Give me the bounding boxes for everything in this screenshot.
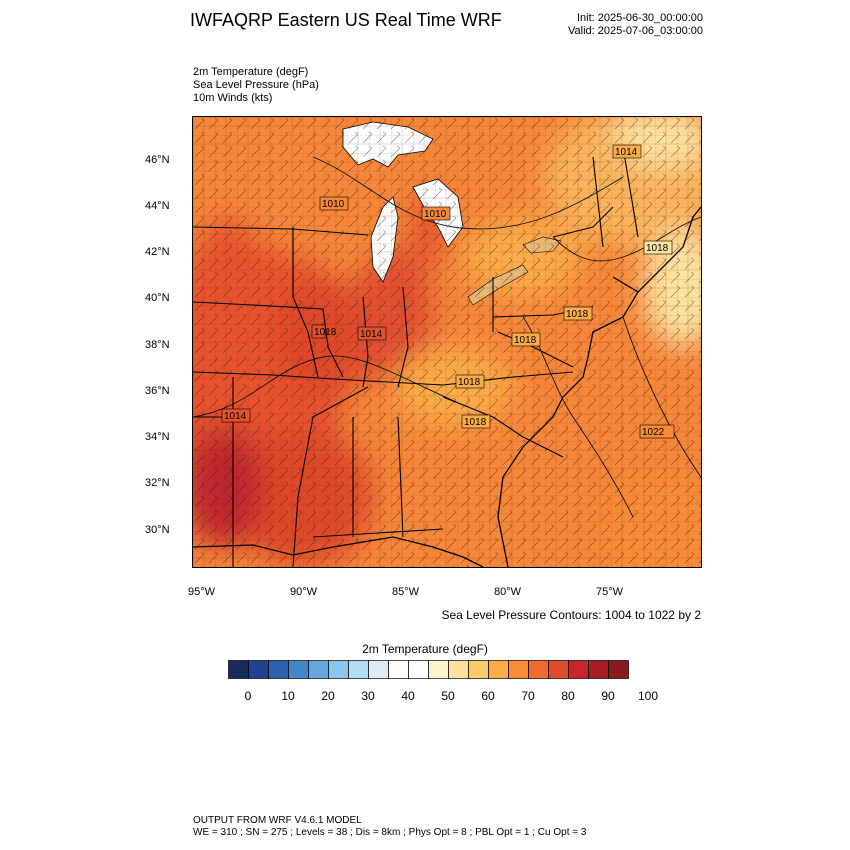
colorbar-swatch xyxy=(228,660,249,679)
atlantic-coastline xyxy=(497,276,639,567)
pressure-label: 1014 xyxy=(615,147,638,158)
colorbar-label: 0 xyxy=(245,689,252,703)
new-england-coastline xyxy=(637,206,701,293)
colorbar-swatch xyxy=(428,660,449,679)
temperature-map: 1014 1010 1010 1018 1018 1018 1014 1018 … xyxy=(193,117,701,567)
lon-label: 85°W xyxy=(392,586,420,598)
init-valid-times: Init: 2025-06-30_00:00:00 Valid: 2025-07… xyxy=(520,12,703,38)
colorbar-swatch xyxy=(348,660,369,679)
colorbar-label: 100 xyxy=(638,689,658,703)
colorbar-label: 70 xyxy=(521,689,535,703)
footer-line-1: OUTPUT FROM WRF V4.6.1 MODEL xyxy=(193,815,362,826)
colorbar-swatch xyxy=(528,660,549,679)
colorbar-labels: 0 10 20 30 40 50 60 70 80 90 100 xyxy=(245,689,659,703)
lat-label: 44°N xyxy=(145,200,170,212)
lat-label: 40°N xyxy=(145,292,170,304)
lon-label: 95°W xyxy=(188,586,216,598)
valid-time: Valid: 2025-07-06_03:00:00 xyxy=(568,25,703,37)
colorbar-swatch xyxy=(308,660,329,679)
colorbar-swatch xyxy=(368,660,389,679)
state-boundaries xyxy=(193,146,639,567)
colorbar-title: 2m Temperature (degF) xyxy=(362,642,488,656)
colorbar-label: 50 xyxy=(441,689,455,703)
field-temperature: 2m Temperature (degF) xyxy=(193,66,309,78)
colorbar-label: 60 xyxy=(481,689,495,703)
colorbar-swatch xyxy=(408,660,429,679)
lat-label: 42°N xyxy=(145,246,170,258)
pressure-label: 1022 xyxy=(642,427,665,438)
pressure-label: 1014 xyxy=(224,411,247,422)
colorbar-swatch xyxy=(588,660,609,679)
pressure-contours xyxy=(193,156,701,518)
lat-label: 30°N xyxy=(145,524,170,536)
pressure-label: 1018 xyxy=(458,377,481,388)
temperature-colorbar: 0 10 20 30 40 50 60 70 80 90 100 xyxy=(228,660,659,703)
model-footer: OUTPUT FROM WRF V4.6.1 MODEL WE = 310 ; … xyxy=(193,815,586,839)
colorbar-label: 20 xyxy=(321,689,335,703)
colorbar-swatch xyxy=(328,660,349,679)
footer-line-2: WE = 310 ; SN = 275 ; Levels = 38 ; Dis … xyxy=(193,827,587,838)
pressure-label: 1018 xyxy=(514,335,537,346)
colorbar-swatches xyxy=(228,660,629,679)
colorbar-swatch xyxy=(548,660,569,679)
lon-label: 90°W xyxy=(290,586,318,598)
init-time: Init: 2025-06-30_00:00:00 xyxy=(577,12,703,24)
lat-label: 32°N xyxy=(145,477,170,489)
field-pressure: Sea Level Pressure (hPa) xyxy=(193,79,319,91)
colorbar-swatch xyxy=(288,660,309,679)
field-list: 2m Temperature (degF) Sea Level Pressure… xyxy=(193,66,319,105)
pressure-label: 1018 xyxy=(314,327,337,338)
colorbar-swatch xyxy=(388,660,409,679)
map-panel: 1014 1010 1010 1018 1018 1018 1014 1018 … xyxy=(192,116,702,568)
contour-note: Sea Level Pressure Contours: 1004 to 102… xyxy=(441,608,702,622)
wind-barbs xyxy=(193,117,701,567)
colorbar-label: 90 xyxy=(601,689,615,703)
gulf-coastline xyxy=(193,536,484,567)
colorbar-swatch xyxy=(488,660,509,679)
lat-label: 36°N xyxy=(145,385,170,397)
pressure-label: 1014 xyxy=(360,329,383,340)
lat-label: 46°N xyxy=(145,154,170,166)
pressure-label: 1018 xyxy=(646,243,669,254)
lat-label: 34°N xyxy=(145,431,170,443)
field-winds: 10m Winds (kts) xyxy=(193,92,273,104)
colorbar-swatch xyxy=(468,660,489,679)
plot-title: IWFAQRP Eastern US Real Time WRF xyxy=(190,10,502,30)
colorbar-swatch xyxy=(268,660,289,679)
colorbar-swatch xyxy=(568,660,589,679)
colorbar-label: 10 xyxy=(281,689,295,703)
colorbar-label: 30 xyxy=(361,689,375,703)
pressure-label: 1018 xyxy=(566,309,589,320)
colorbar-swatch xyxy=(448,660,469,679)
pressure-label-group: 1014 1010 1010 1018 1018 1018 1014 1018 … xyxy=(221,144,675,439)
colorbar-swatch xyxy=(248,660,269,679)
lon-label: 75°W xyxy=(596,586,624,598)
colorbar-label: 80 xyxy=(561,689,575,703)
colorbar-swatch xyxy=(508,660,529,679)
colorbar-label: 40 xyxy=(401,689,415,703)
pressure-label: 1018 xyxy=(464,417,487,428)
pressure-label: 1010 xyxy=(322,199,345,210)
lat-label: 38°N xyxy=(145,339,170,351)
lon-label: 80°W xyxy=(494,586,522,598)
pressure-label: 1010 xyxy=(424,209,447,220)
colorbar-swatch xyxy=(608,660,629,679)
